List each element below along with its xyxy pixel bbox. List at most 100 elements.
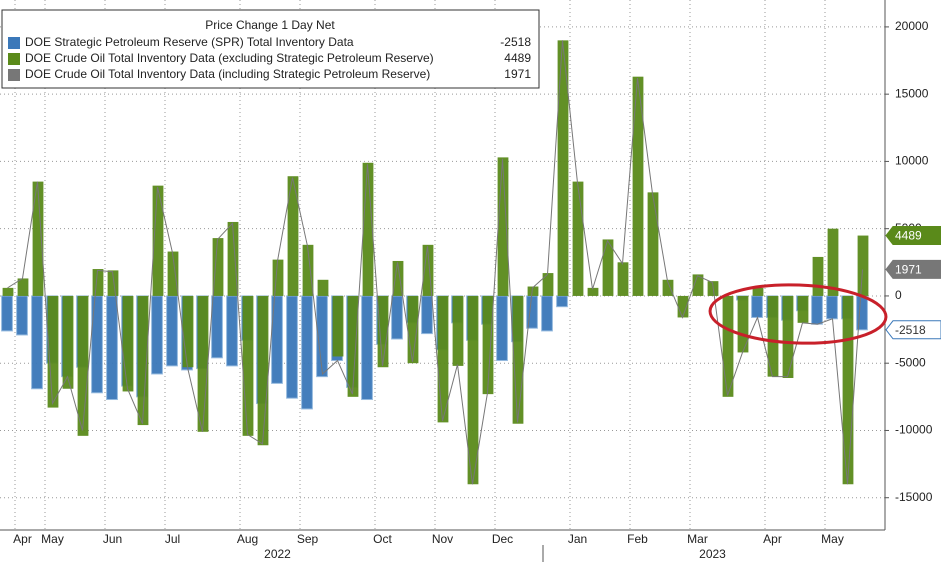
bar bbox=[317, 279, 329, 296]
bar bbox=[782, 295, 794, 378]
bar bbox=[347, 295, 359, 397]
value-tag bbox=[885, 320, 941, 340]
bar bbox=[572, 181, 584, 296]
bar bbox=[47, 295, 59, 408]
value-tag-label: 4489 bbox=[895, 229, 922, 243]
legend-box bbox=[1, 9, 540, 89]
legend: Price Change 1 Day Net DOE Strategic Pet… bbox=[1, 9, 540, 89]
x-tick-label: Oct bbox=[373, 532, 392, 546]
bar bbox=[617, 262, 629, 296]
legend-label: DOE Crude Oil Total Inventory Data (excl… bbox=[25, 51, 434, 65]
y-tick-label: 10000 bbox=[895, 154, 929, 168]
bar bbox=[122, 295, 134, 392]
axis: -15000-10000-500005000100001500020000Apr… bbox=[13, 19, 933, 561]
bar bbox=[227, 221, 239, 296]
bar bbox=[602, 239, 614, 296]
x-tick-label: Jul bbox=[165, 532, 180, 546]
bar bbox=[767, 295, 779, 377]
bar bbox=[407, 295, 419, 364]
bar bbox=[541, 295, 553, 332]
x-tick-label: Sep bbox=[297, 532, 319, 546]
bar bbox=[587, 287, 599, 296]
bar bbox=[106, 295, 118, 401]
bar bbox=[437, 295, 449, 423]
bar bbox=[826, 295, 838, 320]
bar bbox=[362, 162, 374, 296]
bar bbox=[301, 295, 313, 410]
bar bbox=[812, 256, 824, 296]
x-tick-label: Dec bbox=[492, 532, 513, 546]
legend-swatch bbox=[8, 37, 20, 49]
bar bbox=[62, 295, 74, 389]
x-tick-label: Feb bbox=[627, 532, 648, 546]
x-tick-label: Jan bbox=[568, 532, 587, 546]
bar bbox=[827, 228, 839, 296]
x-tick-label: May bbox=[41, 532, 64, 546]
bar bbox=[842, 295, 854, 485]
bar bbox=[167, 251, 179, 296]
bar bbox=[737, 295, 749, 353]
y-tick-label: -15000 bbox=[895, 490, 933, 504]
y-tick-label: -10000 bbox=[895, 423, 933, 437]
bar bbox=[166, 295, 178, 367]
x-tick-label: Aug bbox=[237, 532, 258, 546]
lines bbox=[7, 40, 863, 485]
bar bbox=[1, 295, 13, 332]
legend-label: DOE Strategic Petroleum Reserve (SPR) To… bbox=[25, 35, 354, 49]
value-tag-label: -2518 bbox=[895, 323, 926, 337]
bar bbox=[392, 260, 404, 296]
bar bbox=[557, 40, 569, 296]
value-tag-label: 1971 bbox=[895, 263, 922, 277]
bar bbox=[332, 295, 344, 357]
bar bbox=[722, 295, 734, 397]
y-tick-label: 20000 bbox=[895, 19, 929, 33]
y-tick-label: 0 bbox=[895, 288, 902, 302]
bar bbox=[92, 269, 104, 296]
bar bbox=[857, 235, 869, 296]
bar bbox=[151, 295, 163, 375]
bar bbox=[751, 295, 763, 318]
bar bbox=[211, 295, 223, 359]
value-tag bbox=[885, 259, 941, 279]
bar bbox=[632, 76, 644, 296]
bar bbox=[31, 295, 43, 390]
line bbox=[7, 40, 863, 485]
bar bbox=[677, 295, 689, 318]
legend-title: Price Change 1 Day Net bbox=[205, 18, 335, 32]
bar bbox=[496, 295, 508, 362]
x-tick-label: Mar bbox=[687, 532, 708, 546]
bar bbox=[16, 295, 28, 336]
year-label: 2023 bbox=[699, 547, 726, 561]
bar bbox=[197, 295, 209, 432]
bar bbox=[286, 295, 298, 399]
bar bbox=[527, 286, 539, 296]
bar bbox=[452, 295, 464, 366]
bar bbox=[497, 157, 509, 296]
legend-swatch bbox=[8, 53, 20, 65]
bar bbox=[152, 185, 164, 296]
x-tick-label: Jun bbox=[103, 532, 122, 546]
bar bbox=[752, 287, 764, 296]
bar bbox=[91, 295, 103, 394]
bar bbox=[421, 295, 433, 335]
bar bbox=[226, 295, 238, 367]
bars bbox=[1, 40, 869, 485]
bar bbox=[647, 192, 659, 296]
bar bbox=[797, 295, 809, 323]
x-tick-label: May bbox=[821, 532, 844, 546]
x-tick-label: Apr bbox=[763, 532, 782, 546]
bar bbox=[422, 244, 434, 296]
bar bbox=[182, 295, 194, 368]
x-tick-label: Apr bbox=[13, 532, 32, 546]
bar bbox=[302, 244, 314, 296]
bar bbox=[692, 274, 704, 296]
legend-label: DOE Crude Oil Total Inventory Data (incl… bbox=[25, 67, 430, 81]
year-label: 2022 bbox=[264, 547, 291, 561]
bar bbox=[242, 295, 254, 436]
bar bbox=[287, 176, 299, 296]
bar bbox=[137, 295, 149, 426]
bar bbox=[482, 295, 494, 395]
bar bbox=[212, 238, 224, 296]
legend-value: 4489 bbox=[504, 51, 531, 65]
